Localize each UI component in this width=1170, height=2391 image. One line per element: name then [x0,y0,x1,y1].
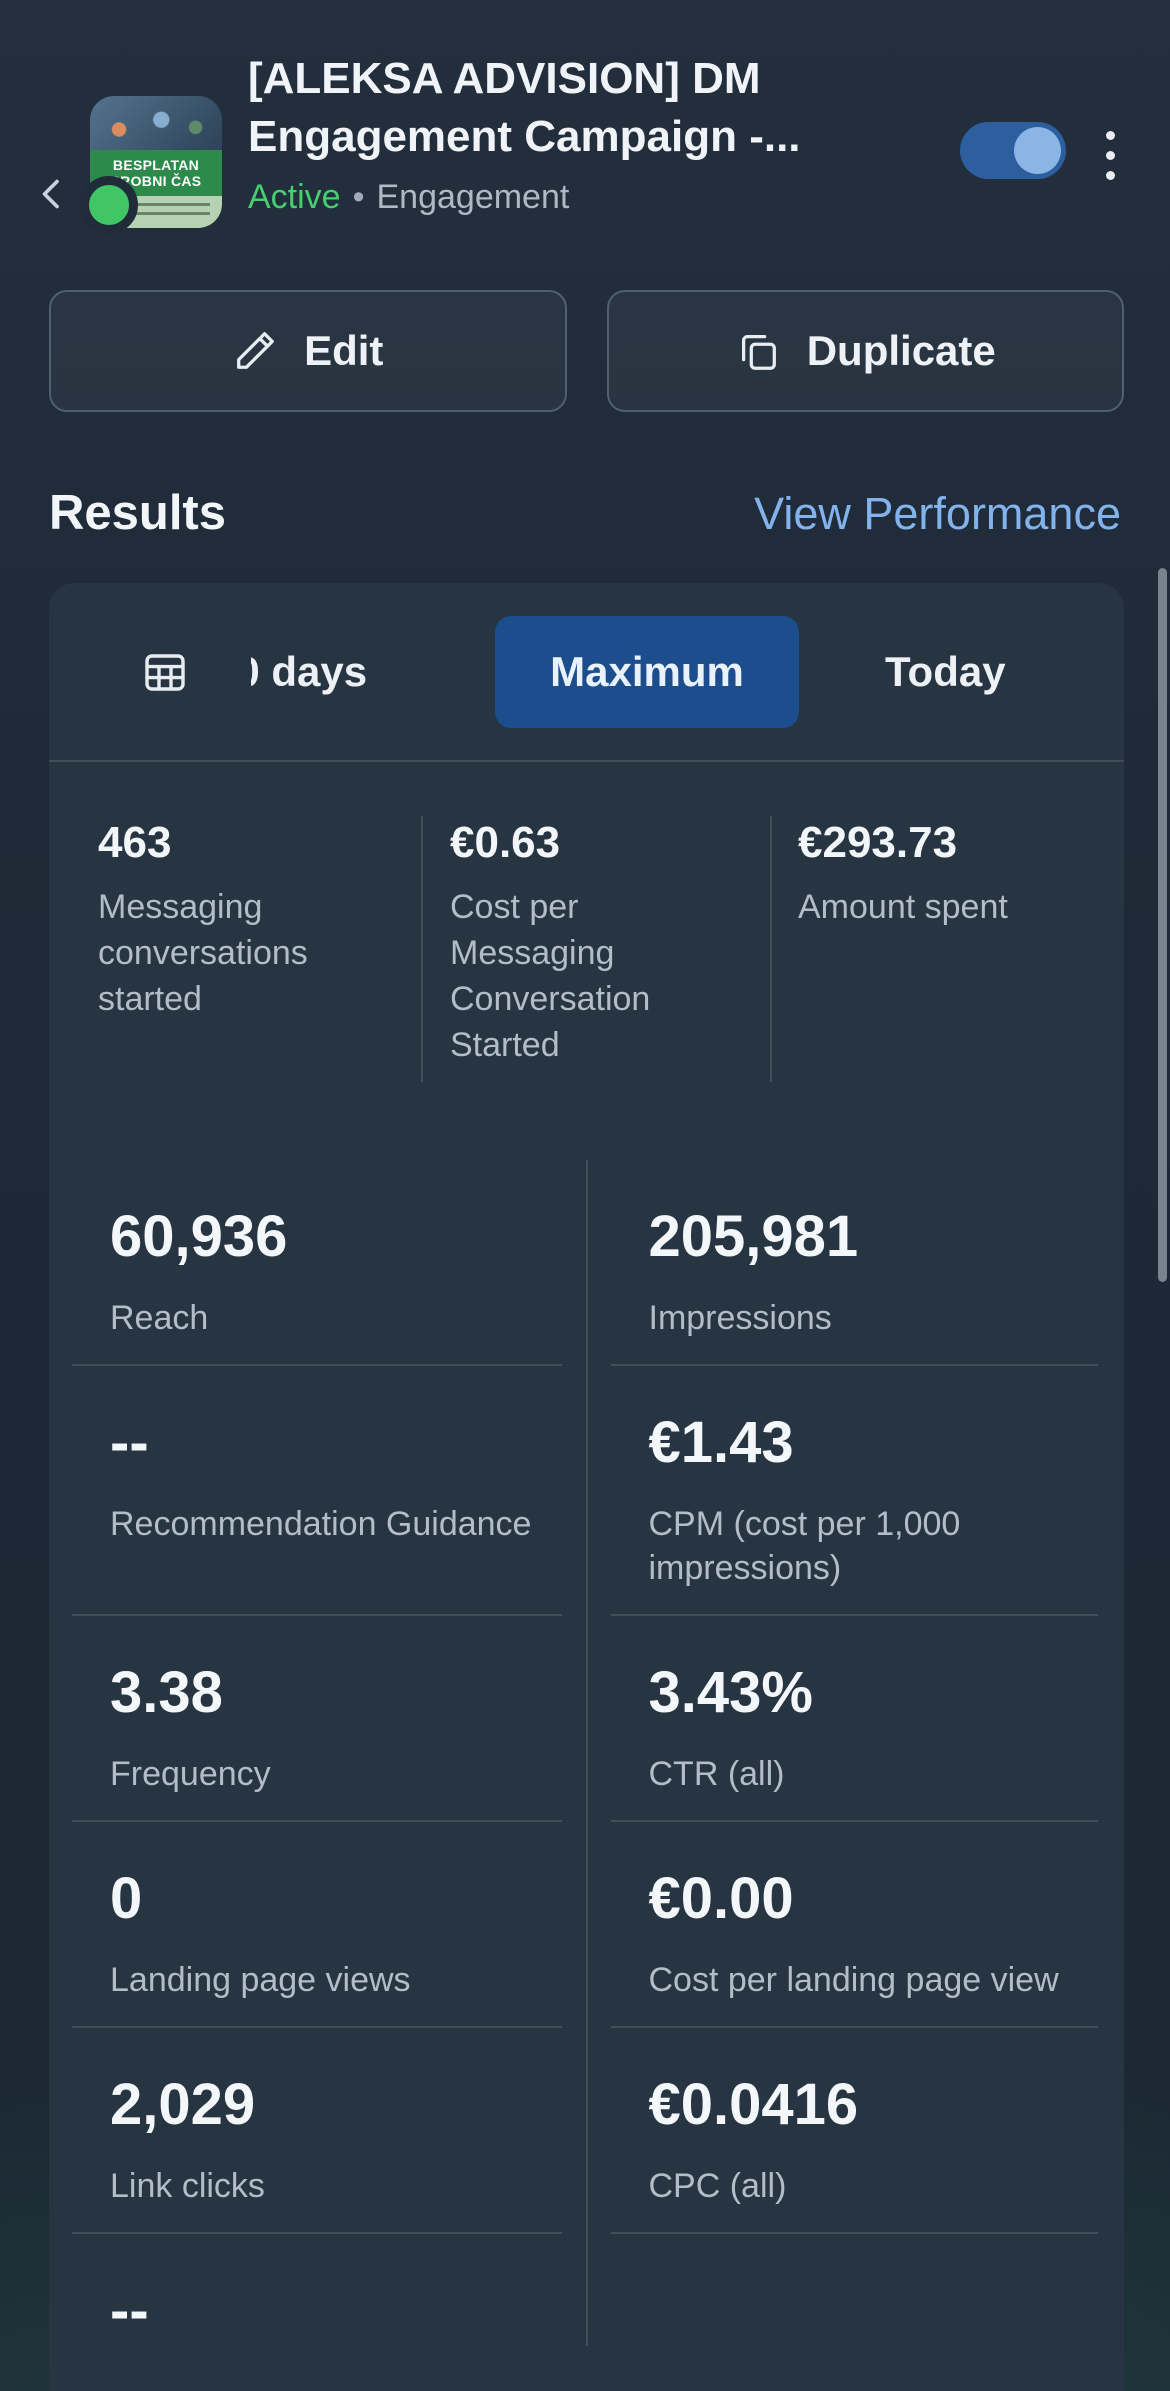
results-heading: Results [49,486,227,540]
metric-frequency: 3.38 Frequency [49,1616,587,1822]
divider [72,1820,562,1822]
tab-today[interactable]: Today [885,648,1006,696]
duplicate-button[interactable]: Duplicate [606,290,1124,412]
scrollbar-thumb[interactable] [1158,568,1167,1282]
toggle-knob [1014,127,1061,174]
metric-label: CPC (all) [648,2167,787,2205]
kebab-dot [1105,151,1115,160]
campaign-active-toggle[interactable] [960,122,1066,179]
active-status-dot [80,176,138,234]
tab-30-days-label: 30 days [251,647,368,695]
date-range-tabs: 30 days Maximum Today [49,583,1124,762]
stat-label: Amount spent [798,888,1008,926]
tab-maximum-selected[interactable]: Maximum [495,615,799,728]
chevron-left-icon [42,179,59,209]
duplicate-icon [735,328,781,374]
view-performance-link[interactable]: View Performance [754,488,1121,539]
metric-label: Cost per landing page view [648,1961,1059,1999]
tab-today-label: Today [885,647,1006,695]
metric-value: 3.38 [110,1660,223,1725]
campaign-thumbnail: BESPLATAN PROBNI ČAS [80,96,222,234]
metric-value: €1.43 [648,1410,794,1475]
divider [610,1364,1098,1366]
action-buttons-row: Edit Duplicate [0,228,1170,412]
calendar-icon[interactable] [141,648,189,696]
kebab-dot [1105,171,1115,180]
metric-value: -- [110,1410,149,1475]
metric-value: 2,029 [110,2072,256,2137]
status-bullet: • [352,178,365,216]
metric-cost-per-landing-page-view: €0.00 Cost per landing page view [587,1822,1125,2028]
stat-messaging-conversations: 463 Messaging conversations started [49,816,421,1082]
metric-cpm: €1.43 CPM (cost per 1,000 impressions) [587,1366,1125,1616]
divider [72,1364,562,1366]
metric-label: Reach [110,1299,209,1337]
edit-button[interactable]: Edit [49,290,567,412]
stat-value: €0.63 [450,818,561,867]
metric-partial-bottom: -- [49,2234,587,2346]
metric-value: €0.00 [648,1866,794,1931]
stat-value: 463 [98,818,172,867]
metric-empty-cell [587,2234,1125,2346]
creative-photo-area [90,96,222,150]
metric-link-clicks: 2,029 Link clicks [49,2028,587,2234]
metric-label: CPM (cost per 1,000 impressions) [648,1505,961,1587]
metric-label: Frequency [110,1755,271,1793]
divider [610,1820,1098,1822]
metric-label: Impressions [648,1299,832,1337]
back-button[interactable] [24,172,80,216]
metric-label: Recommendation Guidance [110,1505,532,1543]
stat-value: €293.73 [798,818,958,867]
summary-stats-row: 463 Messaging conversations started €0.6… [49,762,1124,1082]
campaign-title-block: [ALEKSA ADVISION] DM Engagement Campaign… [248,50,944,218]
metric-label: Landing page views [110,1961,411,1999]
results-card: 30 days Maximum Today 463 Messaging conv… [49,583,1124,2391]
metric-ctr: 3.43% CTR (all) [587,1616,1125,1822]
campaign-title-line1: [ALEKSA ADVISION] DM [248,54,761,103]
divider [72,2232,562,2234]
divider [72,1614,562,1616]
campaign-objective-label: Engagement [376,178,570,216]
divider [72,2026,562,2028]
tab-maximum-label: Maximum [550,647,744,695]
stat-amount-spent: €293.73 Amount spent [772,816,1124,1082]
metric-cpc: €0.0416 CPC (all) [587,2028,1125,2234]
status-active-label: Active [248,178,341,216]
header: BESPLATAN PROBNI ČAS [ALEKSA ADVISION] D… [0,0,1170,234]
more-options-button[interactable] [1090,131,1130,180]
campaign-title-line2: Engagement Campaign -... [248,112,801,161]
metric-value: €0.0416 [648,2072,859,2137]
stat-label: Messaging conversations started [98,888,308,1018]
creative-banner-line1: BESPLATAN [112,157,200,173]
edit-button-label: Edit [304,327,384,374]
kebab-dot [1105,131,1115,140]
divider [610,1614,1098,1616]
metric-label: Link clicks [110,2167,265,2205]
stat-label: Cost per Messaging Conversation Started [450,888,651,1064]
results-header-row: Results View Performance [0,412,1170,541]
metric-label: CTR (all) [648,1755,785,1793]
campaign-status-row: Active • Engagement [248,176,944,218]
metric-value: -- [110,2278,149,2343]
metric-reach: 60,936 Reach [49,1160,587,1366]
pencil-icon [232,328,278,374]
divider [610,2232,1098,2234]
divider [610,2026,1098,2028]
tab-30-days[interactable]: 30 days [251,648,407,696]
duplicate-button-label: Duplicate [806,327,996,374]
metric-impressions: 205,981 Impressions [587,1160,1125,1366]
metric-value: 3.43% [648,1660,813,1725]
metric-landing-page-views: 0 Landing page views [49,1822,587,2028]
metric-value: 205,981 [648,1204,859,1269]
metrics-grid: 60,936 Reach 205,981 Impressions -- Reco… [49,1160,1124,2346]
metric-value: 60,936 [110,1204,288,1269]
metric-value: 0 [110,1866,143,1931]
creative-banner-line2: PROBNI ČAS [110,173,202,189]
stat-cost-per-conversation: €0.63 Cost per Messaging Conversation St… [421,816,772,1082]
metric-recommendation-guidance: -- Recommendation Guidance [49,1366,587,1616]
